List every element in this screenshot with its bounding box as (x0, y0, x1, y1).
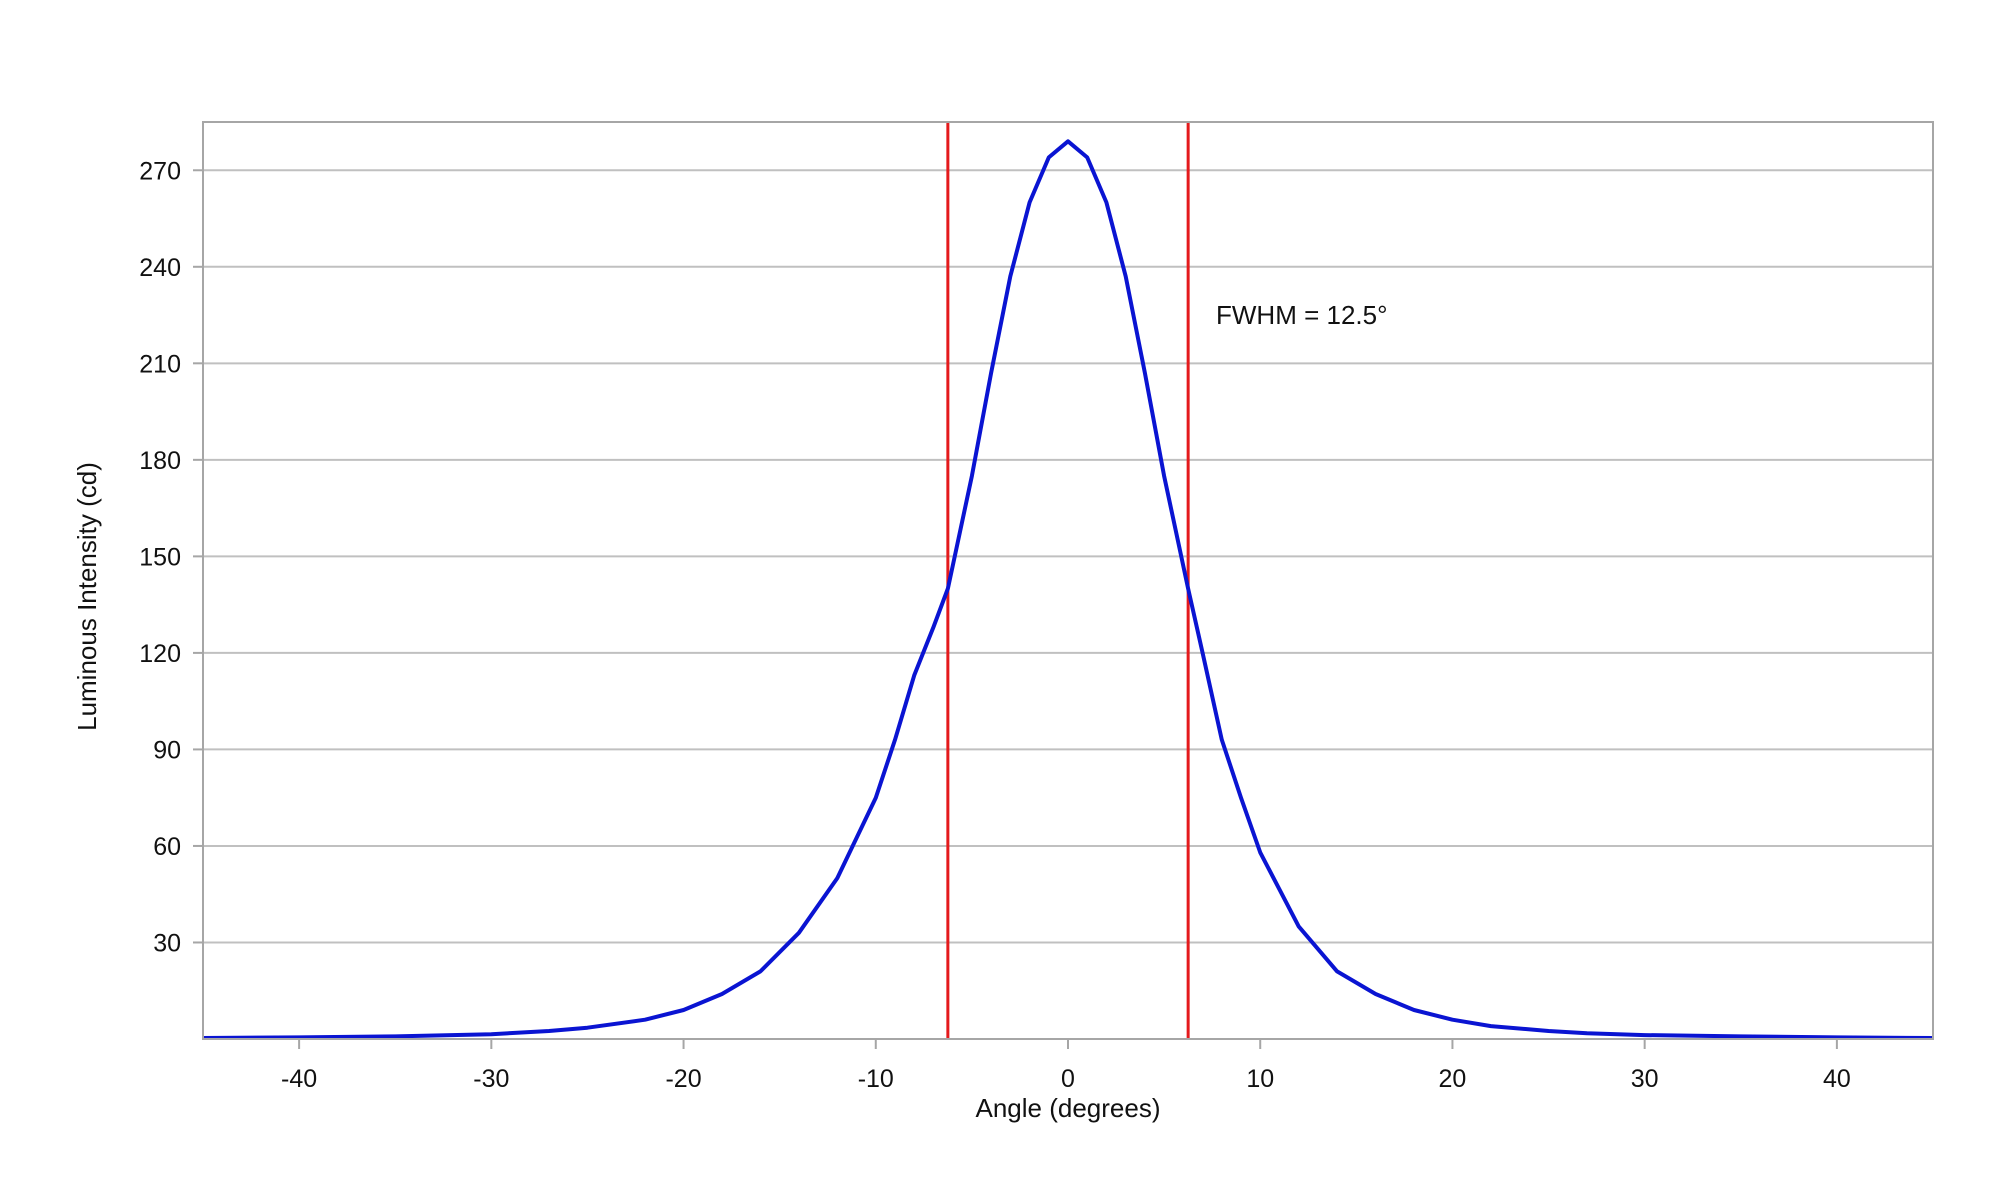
plot-lines (202, 122, 1934, 1040)
y-tick-label: 180 (139, 447, 181, 475)
x-tick-label: 0 (1061, 1065, 1075, 1093)
y-tick-label: 90 (153, 736, 181, 764)
gridlines (203, 169, 1933, 944)
x-tick-label: 30 (1631, 1065, 1659, 1093)
x-tick-label: -30 (473, 1065, 509, 1093)
x-axis-ticks: -40 -30 -20 -10 0 10 20 30 40 (281, 1039, 1851, 1093)
fwhm-annotation: FWHM = 12.5° (1216, 300, 1388, 330)
intensity-curve (202, 139, 1934, 1040)
y-tick-label: 240 (139, 254, 181, 282)
y-tick-label: 150 (139, 543, 181, 571)
y-tick-label: 60 (153, 833, 181, 861)
x-tick-label: -20 (665, 1065, 701, 1093)
y-axis-title: Luminous Intensity (cd) (72, 462, 102, 731)
y-tick-label: 270 (139, 157, 181, 185)
y-tick-label: 210 (139, 350, 181, 378)
x-tick-label: 10 (1246, 1065, 1274, 1093)
x-tick-label: 20 (1439, 1065, 1467, 1093)
y-tick-label: 30 (153, 929, 181, 957)
x-tick-label: -10 (858, 1065, 894, 1093)
y-tick-label: 120 (139, 640, 181, 668)
y-axis-ticks: 30 60 90 120 150 180 210 240 270 (139, 157, 203, 957)
x-tick-label: -40 (281, 1065, 317, 1093)
x-tick-label: 40 (1823, 1065, 1851, 1093)
x-axis-title: Angle (degrees) (976, 1093, 1161, 1123)
